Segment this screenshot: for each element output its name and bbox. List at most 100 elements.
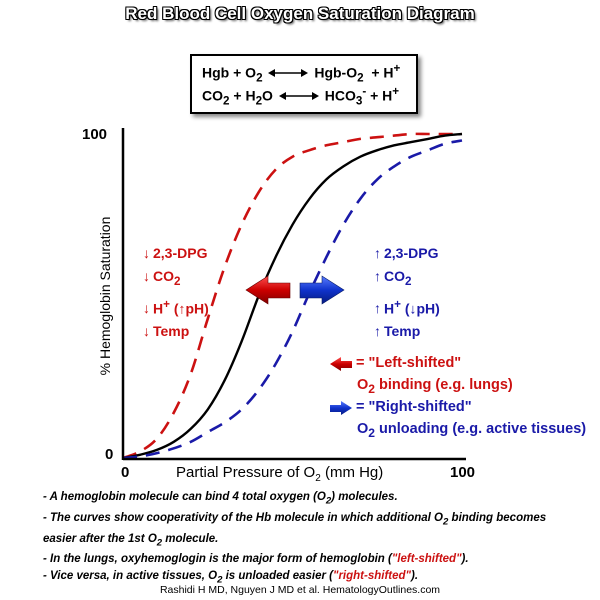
x-tick-0: 0 (121, 464, 129, 481)
footnote-3-sub: 2 (156, 536, 163, 548)
up-arrow-icon: ↑ (374, 268, 381, 284)
legend-right-desc-tail: unloading (e.g. active tissues) (375, 421, 587, 437)
left-shift-arrow-icon (245, 275, 291, 305)
curve-left-shifted (122, 132, 462, 460)
legend-left-desc-tail: binding (e.g. lungs) (375, 377, 513, 393)
eq2-h: + H (233, 87, 256, 104)
x-axis-label-main: Partial Pressure of O (176, 464, 315, 481)
up-arrow-icon: ↑ (374, 245, 381, 261)
x-tick-100: 100 (450, 464, 475, 481)
eq1-right: Hgb-O (314, 64, 358, 81)
left-factor-co2-label: CO (153, 268, 174, 284)
eq2-co-sub: 2 (223, 94, 230, 108)
equation-bicarbonate: CO2 + H2O HCO3- + H+ (202, 85, 399, 107)
legend-left-shifted: = "Left-shifted" (356, 355, 461, 371)
right-factor-temp: ↑ Temp (374, 320, 440, 343)
up-arrow-icon: ↑ (178, 300, 186, 317)
y-axis-label: % Hemoglobin Saturation (97, 217, 113, 376)
right-factor-ph: pH (416, 300, 436, 317)
x-axis-label: Partial Pressure of O2 (mm Hg) (176, 464, 383, 484)
down-arrow-icon: ↓ (143, 245, 150, 261)
down-arrow-icon: ↓ (143, 268, 150, 284)
footnote-3: easier after the 1st O2 molecule. (43, 531, 598, 552)
legend-left-desc: O2 binding (e.g. lungs) (357, 377, 513, 396)
right-shift-factors: ↑ 2,3-DPG ↑ CO2 ↑ H+ (↓pH) ↑ Temp (374, 242, 440, 343)
right-factor-temp-label: Temp (384, 323, 421, 340)
x-axis-label-tail: (mm Hg) (321, 464, 384, 481)
eq2-co: CO (202, 87, 223, 104)
legend-red-arrow-icon (330, 357, 352, 371)
footnote-4-a: - In the lungs, oxyhemoglogin is the maj… (43, 553, 392, 566)
footnote-1-sub: 2 (325, 495, 332, 507)
footnotes: - A hemoglobin molecule can bind 4 total… (43, 489, 598, 589)
left-factor-co2-sub: 2 (174, 274, 181, 288)
left-factor-h-label: H (153, 300, 164, 317)
legend-right-shifted-label: = "Right-shifted" (356, 399, 472, 415)
diagram-title: Red Blood Cell Oxygen Saturation Diagram (125, 4, 475, 23)
footnote-2-b: binding becomes (448, 511, 547, 524)
right-factor-dpg-label: 2,3-DPG (384, 245, 439, 261)
left-factor-temp-label: Temp (153, 323, 190, 340)
legend-left-desc-sub: 2 (368, 381, 375, 396)
eq2-h-sub: 2 (255, 94, 263, 108)
legend-left-shifted-label: = "Left-shifted" (356, 355, 462, 371)
footnote-3-a: easier after the 1st O (43, 532, 157, 545)
footnote-4-red: "left-shifted" (391, 553, 462, 566)
footnote-2-a: - The curves show cooperativity of the H… (43, 511, 444, 524)
right-factor-dpg: ↑ 2,3-DPG (374, 242, 440, 265)
eq1-left-sub: 2 (256, 71, 263, 85)
equation-box: Hgb + O2 Hgb-O2 + H+ CO2 + H2O HCO3- + H… (190, 54, 418, 114)
eq2-o: O (262, 87, 273, 104)
up-arrow-icon: ↑ (374, 323, 381, 340)
footnote-2: - The curves show cooperativity of the H… (43, 510, 598, 531)
right-factor-h: ↑ H+ (↓pH) (374, 293, 440, 321)
footnote-5-c: ). (410, 569, 419, 582)
y-tick-100: 100 (82, 126, 107, 143)
footnote-5-red: "right-shifted" (333, 569, 411, 582)
eq1-right-sub: 2 (357, 71, 364, 85)
footnote-3-b: molecule. (162, 532, 219, 545)
series-layer (122, 132, 463, 460)
credit-line: Rashidi H MD, Nguyen J MD et al. Hematol… (159, 584, 441, 596)
right-factor-co2-label: CO (384, 268, 405, 284)
y-tick-0: 0 (105, 446, 113, 463)
right-shift-arrow-icon (299, 275, 345, 305)
footnote-5-sub: 2 (217, 574, 223, 586)
right-factor-h-sup: + (394, 297, 401, 311)
up-arrow-icon: ↑ (374, 300, 381, 317)
left-factor-h: ↓ H+ (↑pH) (143, 293, 209, 321)
footnote-1: - A hemoglobin molecule can bind 4 total… (43, 489, 598, 510)
legend-right-desc-o: O (357, 421, 369, 437)
footnote-5-b: is unloaded easier ( (222, 569, 333, 582)
eq2-tail-sup: + (392, 85, 400, 98)
left-factor-dpg: ↓ 2,3-DPG (143, 242, 209, 265)
left-factor-co2: ↓ CO2 (143, 265, 209, 293)
left-factor-h-sup: + (163, 297, 170, 311)
down-arrow-icon: ↓ (143, 300, 150, 317)
eq2-hco-sub: 3 (355, 94, 363, 108)
left-factor-ph: pH (185, 300, 205, 317)
footnote-5-a: - Vice versa, in active tissues, O (43, 569, 218, 582)
eq1-left: Hgb + O (202, 64, 257, 81)
right-factor-co2-sub: 2 (405, 274, 412, 288)
right-factor-co2: ↑ CO2 (374, 265, 440, 293)
footnote-4: - In the lungs, oxyhemoglogin is the maj… (43, 551, 598, 568)
down-arrow-icon: ↓ (143, 323, 150, 340)
eq1-tail: + H (371, 64, 394, 81)
left-factor-dpg-label: 2,3-DPG (153, 245, 208, 261)
right-factor-h-label: H (384, 300, 395, 317)
eq2-hco: HCO (324, 87, 356, 104)
footnote-5: - Vice versa, in active tissues, O2 is u… (43, 568, 598, 589)
left-shift-factors: ↓ 2,3-DPG ↓ CO2 ↓ H+ (↑pH) ↓ Temp (143, 242, 209, 343)
equation-hemoglobin: Hgb + O2 Hgb-O2 + H+ (202, 62, 400, 84)
x-axis-label-sub: 2 (315, 473, 321, 484)
eq2-hco-sup: - (362, 85, 367, 98)
double-arrow-icon (278, 88, 319, 104)
curve-right-shifted (122, 139, 463, 460)
footnote-1-a: - A hemoglobin molecule can bind 4 total… (43, 491, 326, 503)
curve-normal (122, 132, 463, 460)
eq1-tail-sup: + (393, 62, 401, 75)
legend-left-desc-o: O (357, 377, 369, 393)
footnote-1-b: ) molecules. (331, 491, 398, 503)
